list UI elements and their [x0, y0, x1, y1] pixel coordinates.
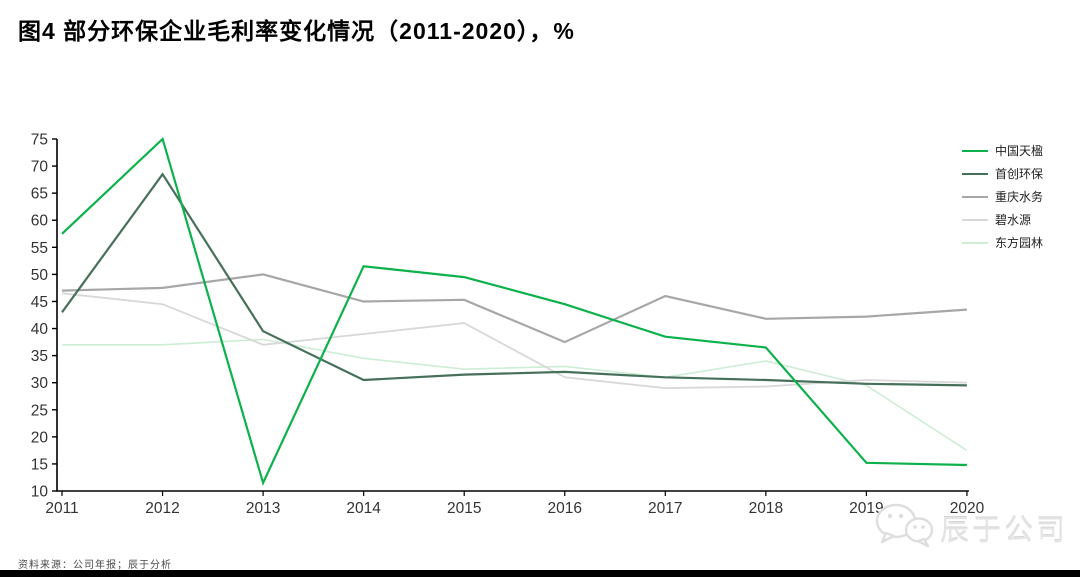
- chart-title: 图4 部分环保企业毛利率变化情况（2011-2020），%: [18, 18, 575, 44]
- x-tick-label: 2012: [145, 500, 179, 517]
- y-tick-label: 65: [31, 186, 48, 203]
- bottom-divider-bar: [0, 570, 1080, 577]
- y-tick-label: 75: [31, 132, 48, 149]
- legend-item: 中国天楹: [962, 139, 1072, 162]
- legend-item: 重庆水务: [962, 185, 1072, 208]
- x-tick-label: 2015: [447, 500, 481, 517]
- series-line-重庆水务: [61, 273, 967, 344]
- y-tick-label: 25: [31, 402, 48, 419]
- x-tick-label: 2019: [849, 500, 883, 517]
- legend-label: 碧水源: [995, 213, 1032, 227]
- legend-swatch: [962, 195, 988, 198]
- watermark-company-name: 辰于公司: [940, 515, 1069, 547]
- legend-label: 东方园林: [995, 236, 1044, 250]
- x-tick-label: 2018: [749, 500, 783, 517]
- legend-swatch: [962, 172, 988, 175]
- x-tick-label: 2016: [548, 500, 582, 517]
- series-line-首创环保: [61, 172, 967, 387]
- source-note: 资料来源：公司年报；辰于分析: [18, 560, 172, 571]
- y-tick-label: 50: [31, 267, 49, 284]
- y-tick-label: 70: [31, 159, 49, 176]
- legend-label: 首创环保: [995, 167, 1044, 181]
- chart-legend: 中国天楹首创环保重庆水务碧水源东方园林: [962, 139, 1072, 254]
- watermark: 辰于公司: [872, 502, 1072, 554]
- x-tick-label: 2013: [246, 500, 280, 517]
- wechat-icon: [872, 500, 934, 557]
- series-line-中国天楹: [61, 136, 967, 487]
- legend-swatch: [962, 218, 988, 221]
- y-tick-label: 55: [31, 240, 48, 257]
- series-line-东方园林: [62, 338, 968, 452]
- y-tick-label: 60: [31, 213, 49, 230]
- legend-swatch: [962, 241, 988, 244]
- y-tick-label: 30: [31, 375, 49, 392]
- y-tick-label: 15: [31, 456, 48, 473]
- legend-swatch: [962, 149, 988, 152]
- legend-label: 重庆水务: [995, 190, 1044, 204]
- legend-item: 东方园林: [962, 231, 1072, 254]
- y-tick-label: 40: [31, 321, 49, 338]
- legend-label: 中国天楹: [995, 144, 1044, 158]
- y-tick-label: 45: [31, 294, 48, 311]
- y-tick-label: 10: [31, 484, 49, 501]
- x-tick-label: 2011: [45, 500, 78, 517]
- series-line-碧水源: [61, 292, 967, 390]
- x-tick-label: 2014: [346, 500, 381, 517]
- y-tick-label: 20: [31, 429, 49, 446]
- x-tick-label: 2017: [648, 500, 682, 517]
- axes: [56, 139, 969, 492]
- legend-item: 碧水源: [962, 208, 1072, 231]
- y-tick-label: 35: [31, 348, 48, 365]
- legend-item: 首创环保: [962, 162, 1072, 185]
- x-tick-label: 2020: [950, 500, 985, 517]
